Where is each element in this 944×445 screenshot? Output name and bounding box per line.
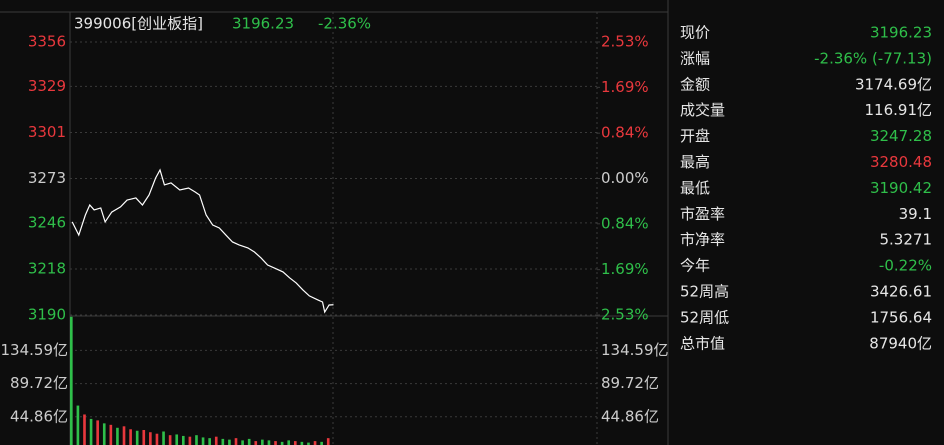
y-tick-label: 3273 bbox=[28, 169, 66, 187]
volume-bar bbox=[96, 420, 99, 445]
quote-value: -2.36% (-77.13) bbox=[814, 49, 932, 67]
volume-bar bbox=[280, 441, 284, 445]
volume-bar bbox=[320, 441, 323, 445]
y-tick-label: 3190 bbox=[28, 306, 66, 324]
volume-bar bbox=[326, 438, 330, 445]
quote-value: 3426.61 bbox=[870, 283, 932, 301]
volume-bar bbox=[247, 438, 251, 445]
quote-label: 今年 bbox=[680, 257, 710, 275]
volume-bar bbox=[234, 438, 238, 445]
volume-bar bbox=[155, 433, 159, 445]
volume-bar bbox=[201, 437, 205, 445]
quote-value: 5.3271 bbox=[880, 231, 933, 249]
quote-label: 市盈率 bbox=[680, 205, 725, 223]
quote-value: 3196.23 bbox=[870, 24, 932, 42]
volume-bar bbox=[188, 436, 192, 445]
y-tick-label: 3218 bbox=[28, 259, 66, 277]
volume-tick-label: 134.59亿 bbox=[1, 341, 69, 359]
volume-bar bbox=[195, 435, 198, 445]
volume-bar bbox=[293, 441, 297, 445]
volume-bar bbox=[116, 427, 119, 445]
quote-label: 最低 bbox=[680, 179, 710, 197]
volume-bar bbox=[175, 434, 179, 445]
volume-bar bbox=[221, 438, 225, 445]
volume-tick-label-right: 134.59亿 bbox=[601, 341, 669, 359]
volume-bar bbox=[89, 418, 93, 445]
y2-tick-label: 2.53% bbox=[601, 306, 649, 324]
volume-bar bbox=[287, 440, 291, 445]
quote-label: 现价 bbox=[680, 24, 710, 42]
volume-tick-label: 44.86亿 bbox=[10, 407, 68, 425]
volume-bar bbox=[129, 429, 132, 445]
volume-bar bbox=[168, 435, 172, 445]
volume-bar bbox=[313, 441, 317, 445]
index-price: 3196.23 bbox=[232, 15, 294, 33]
volume-bar bbox=[149, 432, 152, 445]
volume-bar bbox=[83, 414, 86, 445]
y2-tick-label: 2.53% bbox=[601, 33, 649, 51]
volume-tick-label: 89.72亿 bbox=[10, 374, 68, 392]
volume-bar bbox=[122, 426, 126, 445]
volume-bar bbox=[267, 440, 271, 445]
quote-value: -0.22% bbox=[879, 257, 932, 275]
volume-bar bbox=[261, 439, 264, 445]
quote-value: 39.1 bbox=[899, 205, 932, 223]
volume-bar bbox=[142, 430, 146, 445]
price-line bbox=[71, 168, 334, 314]
index-change: -2.36% bbox=[318, 15, 371, 33]
volume-bar bbox=[241, 440, 244, 445]
y2-tick-label: 0.84% bbox=[601, 214, 649, 232]
y-tick-label: 3301 bbox=[28, 123, 66, 141]
quote-value: 3247.28 bbox=[870, 127, 932, 145]
volume-bar bbox=[307, 442, 310, 445]
quote-label: 开盘 bbox=[680, 127, 710, 145]
quote-label: 52周高 bbox=[680, 283, 729, 301]
quote-value: 87940亿 bbox=[869, 334, 932, 352]
volume-bar bbox=[70, 316, 73, 445]
y2-tick-label: 0.00% bbox=[601, 169, 649, 187]
volume-bar bbox=[274, 441, 277, 445]
quote-label: 涨幅 bbox=[680, 49, 710, 67]
volume-bar bbox=[109, 424, 113, 445]
y2-tick-label: 0.84% bbox=[601, 124, 649, 142]
volume-bar bbox=[135, 430, 139, 445]
volume-bar bbox=[228, 439, 231, 445]
index-code: 399006[创业板指] bbox=[74, 15, 203, 33]
y-tick-label: 3329 bbox=[28, 77, 66, 95]
quote-label: 52周低 bbox=[680, 308, 729, 326]
volume-bar bbox=[254, 441, 258, 445]
y-tick-label: 3356 bbox=[28, 33, 66, 51]
quote-label: 总市值 bbox=[680, 334, 725, 352]
quote-value: 1756.64 bbox=[870, 308, 932, 326]
volume-bar bbox=[208, 438, 211, 445]
volume-bar bbox=[102, 423, 106, 445]
quote-value: 116.91亿 bbox=[865, 101, 933, 119]
quote-label: 市净率 bbox=[680, 231, 725, 249]
quote-value: 3280.48 bbox=[870, 153, 932, 171]
quote-label: 最高 bbox=[680, 153, 710, 171]
volume-bar bbox=[162, 431, 165, 445]
volume-bar bbox=[214, 436, 218, 445]
quote-value: 3190.42 bbox=[870, 179, 932, 197]
quote-value: 3174.69亿 bbox=[855, 75, 932, 93]
y-tick-label: 3246 bbox=[28, 213, 66, 231]
volume-bar bbox=[300, 441, 304, 445]
volume-bar bbox=[181, 435, 185, 445]
volume-tick-label-right: 89.72亿 bbox=[601, 374, 659, 392]
quote-label: 成交量 bbox=[680, 101, 725, 119]
y2-tick-label: 1.69% bbox=[601, 78, 649, 96]
volume-bar bbox=[76, 405, 80, 445]
volume-tick-label-right: 44.86亿 bbox=[601, 407, 659, 425]
quote-label: 金额 bbox=[680, 75, 710, 93]
y2-tick-label: 1.69% bbox=[601, 260, 649, 278]
